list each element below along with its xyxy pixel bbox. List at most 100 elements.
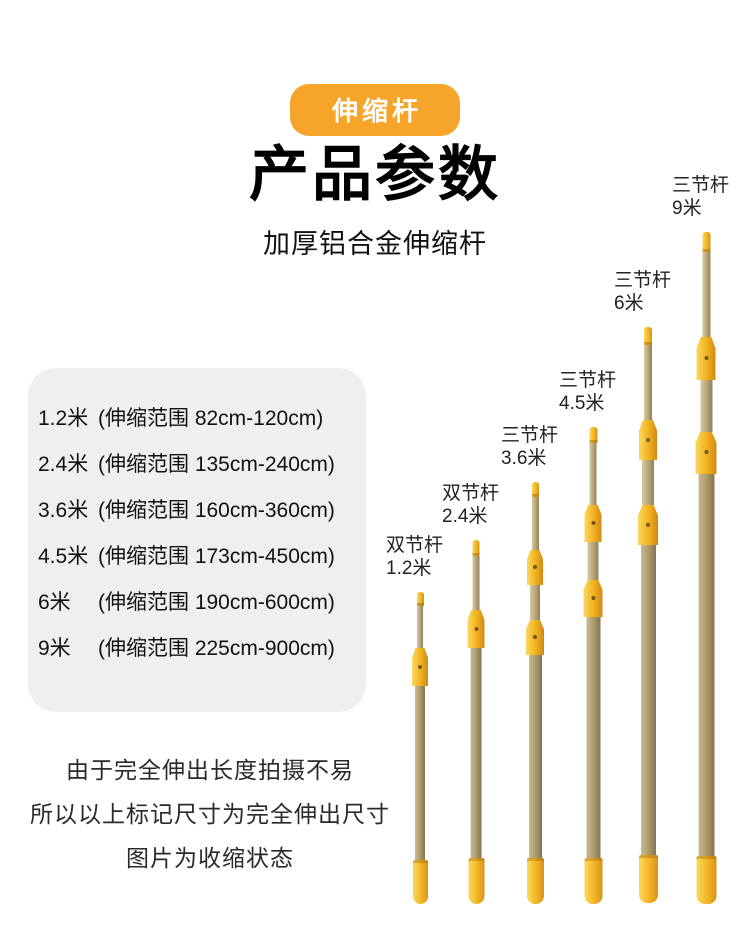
pole-type-label: 双节杆 — [386, 535, 444, 556]
pole-illustration — [412, 592, 428, 904]
spec-row: 3.6米 (伸缩范围 160cm-360cm) — [28, 486, 366, 532]
pole-label: 三节杆 4.5米 — [559, 369, 616, 415]
pole-tip-segment — [416, 592, 424, 606]
pole-collar-segment — [526, 620, 544, 655]
pole-collar-segment — [527, 550, 543, 585]
screw-hole-dot — [533, 635, 537, 640]
page-title: 产品参数 — [249, 141, 501, 208]
pole-cap-segment — [468, 858, 484, 904]
spec-box: 1.2米 (伸缩范围 82cm-120cm) 2.4米 (伸缩范围 135cm-… — [28, 368, 366, 712]
screw-hole-dot — [474, 626, 478, 631]
pole-cap-segment — [584, 858, 602, 904]
pole-collar-segment — [412, 648, 428, 686]
note-line: 图片为收缩状态 — [126, 845, 294, 871]
pole-tube-segment — [470, 648, 482, 858]
page-subtitle: 加厚铝合金伸缩杆 — [263, 229, 487, 259]
pole-illustration — [695, 232, 717, 904]
pole-label: 双节杆 2.4米 — [442, 482, 499, 528]
spec-size: 2.4米 — [38, 453, 89, 476]
pole-illustration — [526, 482, 544, 904]
spec-row: 4.5米 (伸缩范围 173cm-450cm) — [28, 532, 366, 578]
pole-tube-segment — [644, 345, 652, 420]
category-badge: 伸缩杆 — [289, 84, 461, 136]
pole-tube-segment — [415, 686, 425, 860]
spec-range: (伸缩范围 135cm-240cm) — [98, 453, 335, 476]
pole-tube-segment — [642, 460, 654, 505]
pole-size-label: 6米 — [614, 293, 644, 314]
note-line: 由于完全伸出长度拍摄不易 — [66, 757, 354, 783]
pole-collar-segment — [639, 420, 657, 460]
pole-tip-segment — [589, 427, 597, 443]
spec-range: (伸缩范围 160cm-360cm) — [98, 499, 335, 522]
pole-size-label: 4.5米 — [559, 393, 605, 414]
pole-tube-segment — [531, 497, 539, 550]
pole-label: 双节杆 1.2米 — [386, 534, 443, 580]
spec-size: 6米 — [38, 591, 71, 614]
pole-tube-segment — [472, 556, 480, 610]
spec-range: (伸缩范围 190cm-600cm) — [98, 591, 335, 614]
pole-tip-segment — [702, 232, 710, 252]
screw-hole-dot — [646, 522, 650, 527]
screw-hole-dot — [533, 565, 537, 570]
shooting-note: 由于完全伸出长度拍摄不易 所以以上标记尺寸为完全伸出尺寸 图片为收缩状态 — [0, 748, 420, 880]
pole-cap-segment — [412, 860, 428, 904]
pole-collar-segment — [638, 505, 658, 545]
pole-cap-segment — [638, 855, 658, 903]
pole-tube-segment — [702, 252, 710, 337]
pole-tip-segment — [531, 482, 539, 497]
pole-size-label: 1.2米 — [386, 558, 432, 579]
pole-tube-segment — [700, 380, 712, 432]
pole-tip-segment — [644, 327, 652, 345]
pole-tube-segment — [586, 617, 600, 858]
spec-row: 1.2米 (伸缩范围 82cm-120cm) — [28, 394, 366, 440]
pole-tube-segment — [528, 655, 542, 858]
pole-illustration — [638, 327, 658, 903]
pole-type-label: 三节杆 — [501, 425, 559, 446]
screw-hole-dot — [418, 664, 422, 669]
pole-size-label: 3.6米 — [501, 448, 547, 469]
pole-size-label: 9米 — [672, 198, 702, 219]
pole-tube-segment — [698, 474, 714, 856]
pole-collar-segment — [467, 610, 485, 648]
pole-illustration — [467, 540, 485, 904]
spec-size: 3.6米 — [38, 499, 89, 522]
pole-tube-segment — [530, 585, 540, 620]
spec-row: 2.4米 (伸缩范围 135cm-240cm) — [28, 440, 366, 486]
pole-tube-segment — [640, 545, 656, 855]
spec-range: (伸缩范围 225cm-900cm) — [98, 637, 335, 660]
spec-range: (伸缩范围 173cm-450cm) — [98, 545, 335, 568]
pole-label: 三节杆 6米 — [614, 269, 671, 315]
spec-size: 9米 — [38, 637, 71, 660]
pole-tube-segment — [587, 542, 599, 580]
note-line: 所以以上标记尺寸为完全伸出尺寸 — [30, 801, 390, 827]
screw-hole-dot — [646, 437, 650, 442]
pole-label: 三节杆 3.6米 — [501, 424, 558, 470]
spec-size: 1.2米 — [38, 407, 89, 430]
screw-hole-dot — [704, 355, 708, 360]
screw-hole-dot — [591, 596, 595, 601]
pole-illustration — [583, 427, 603, 904]
pole-collar-segment — [696, 337, 716, 380]
pole-collar-segment — [583, 580, 603, 617]
pole-tube-segment — [589, 443, 597, 505]
pole-size-label: 2.4米 — [442, 506, 488, 527]
spec-row: 6米 (伸缩范围 190cm-600cm) — [28, 578, 366, 624]
screw-hole-dot — [591, 521, 595, 526]
pole-cap-segment — [696, 856, 716, 904]
pole-type-label: 三节杆 — [559, 370, 617, 391]
spec-row: 9米 (伸缩范围 225cm-900cm) — [28, 624, 366, 670]
pole-type-label: 双节杆 — [442, 483, 500, 504]
pole-collar-segment — [695, 432, 717, 474]
pole-collar-segment — [584, 505, 602, 542]
pole-tip-segment — [472, 540, 480, 556]
pole-label: 三节杆 9米 — [672, 174, 729, 220]
pole-tube-segment — [417, 606, 423, 648]
pole-type-label: 三节杆 — [614, 270, 672, 291]
pole-type-label: 三节杆 — [672, 175, 730, 196]
screw-hole-dot — [704, 450, 708, 455]
pole-cap-segment — [526, 858, 544, 904]
spec-size: 4.5米 — [38, 545, 89, 568]
spec-range: (伸缩范围 82cm-120cm) — [98, 407, 324, 430]
